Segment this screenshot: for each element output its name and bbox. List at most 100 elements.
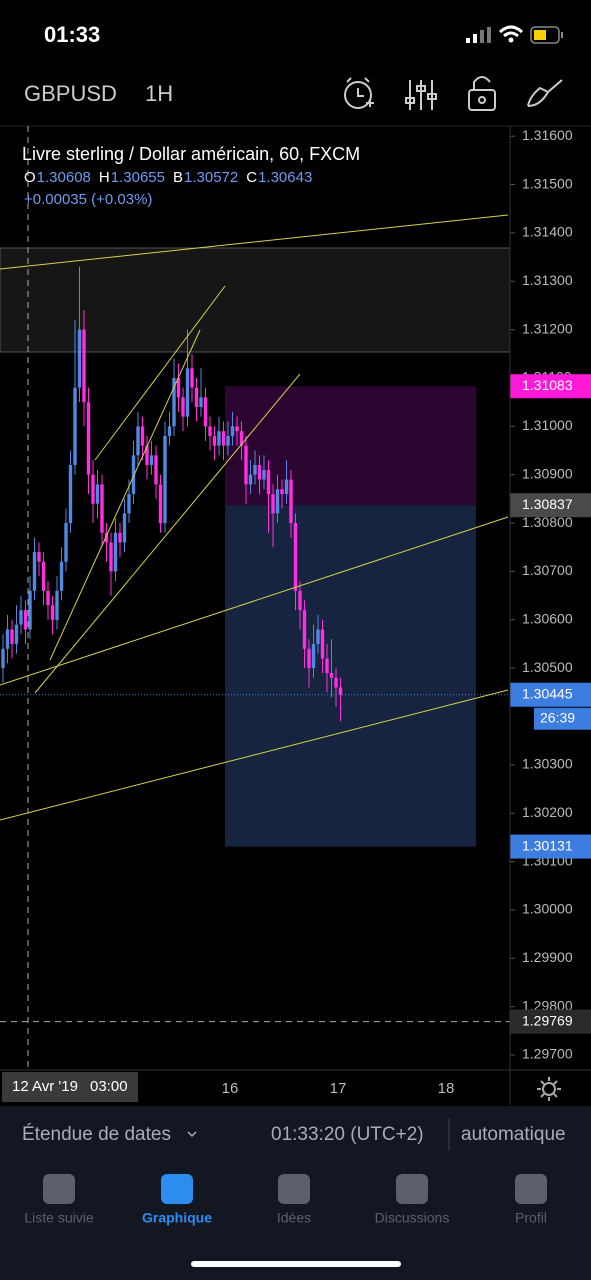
legend-key: H (99, 169, 110, 186)
candle-body (145, 445, 149, 466)
candle-body (199, 397, 203, 407)
candle-body (68, 465, 73, 524)
candle-body (1, 648, 5, 669)
tab-icon[interactable] (278, 1174, 310, 1204)
clock[interactable]: 01:33:20 (UTC+2) (271, 1124, 424, 1145)
price-label-box (510, 834, 591, 859)
candle-body (64, 523, 68, 562)
y-tick-label: 1.31400 (522, 224, 573, 240)
candle-body (325, 658, 329, 673)
y-tick-label: 1.30000 (522, 901, 573, 917)
status-time: 01:33 (44, 22, 100, 47)
candle-body (181, 397, 185, 417)
candle-body (82, 329, 86, 403)
candle-body (185, 368, 190, 417)
candle-body (194, 387, 199, 407)
candle-body (311, 643, 316, 669)
bottom-bar (0, 1106, 591, 1162)
tab-icon[interactable] (161, 1174, 193, 1204)
candle-body (55, 590, 59, 620)
candle-body (158, 484, 163, 524)
candle-body (266, 469, 271, 495)
candle-body (127, 494, 131, 514)
candle-body (140, 426, 145, 446)
tab-label[interactable]: Liste suivie (24, 1210, 93, 1226)
candle-body (320, 629, 325, 659)
candle-body (59, 561, 64, 591)
y-tick-label: 1.29700 (522, 1046, 573, 1062)
candle-body (316, 629, 320, 644)
zone (0, 247, 511, 353)
chevron (187, 1131, 197, 1138)
tab-icon[interactable] (43, 1174, 75, 1204)
candle-body (46, 590, 50, 606)
price-label: 1.30131 (522, 837, 573, 853)
legend-key: B (173, 169, 183, 186)
target-zone (225, 505, 476, 847)
candle-body (32, 552, 37, 591)
candle-body (298, 590, 302, 611)
candle-body (19, 610, 23, 625)
tab-label[interactable]: Discussions (375, 1210, 450, 1226)
crosshair-time-box (2, 1072, 138, 1102)
candle-body (190, 368, 194, 388)
y-tick-label: 1.30500 (522, 659, 573, 675)
legend-value: 1.30572 (184, 169, 238, 186)
y-tick-label: 1.29800 (522, 997, 573, 1013)
candle-body (113, 532, 118, 572)
status-icons (466, 25, 563, 44)
price-label-box (510, 493, 591, 518)
candle-body (14, 624, 19, 644)
tab-label[interactable]: Profil (515, 1210, 547, 1226)
scale-mode[interactable]: automatique (461, 1124, 566, 1145)
symbol[interactable]: GBPUSD (24, 81, 117, 106)
tab-label[interactable]: Idées (277, 1210, 311, 1226)
candle-body (37, 552, 41, 562)
trend-lines (0, 214, 509, 821)
crosshair-date: 12 Avr '19 (12, 1078, 78, 1095)
candle-body (239, 431, 244, 446)
candle-body (136, 426, 140, 456)
tabs: Liste suivie Graphique Idées Discussions Pro… (24, 1174, 547, 1226)
y-tick-label: 1.31600 (522, 127, 573, 143)
tab-label[interactable]: Graphique (142, 1210, 212, 1226)
candle-body (163, 436, 167, 524)
candle-body (91, 474, 95, 504)
countdown-box (534, 707, 591, 730)
candle-body (280, 489, 284, 495)
x-tick-label: 18 (438, 1080, 455, 1097)
toolbar-icons[interactable] (344, 76, 563, 111)
x-tick-label: 17 (330, 1080, 347, 1097)
y-tick-label: 1.30600 (522, 610, 573, 626)
price-label-box (510, 374, 591, 399)
tab-icon[interactable] (396, 1174, 428, 1204)
candle-body (176, 377, 181, 398)
candle-body (100, 484, 104, 533)
price-label-box (510, 682, 591, 707)
candle-body (104, 532, 109, 543)
tab-icon[interactable] (515, 1174, 547, 1204)
countdown: 26:39 (540, 709, 575, 725)
interval[interactable]: 1H (145, 81, 173, 106)
settings-icon[interactable] (537, 1077, 561, 1101)
chart-title: Livre sterling / Dollar américain, 60, F… (22, 144, 360, 164)
candle-body (41, 561, 46, 591)
candle-body (212, 436, 217, 446)
candle-body (28, 590, 32, 630)
candle-body (284, 479, 289, 495)
candle-body (248, 474, 253, 485)
candle-body (172, 377, 176, 427)
candle-body (307, 648, 311, 669)
candle-body (262, 469, 266, 480)
candle-body (275, 489, 280, 514)
candle-body (131, 455, 136, 495)
candle-body (226, 436, 230, 446)
candle-body (23, 610, 28, 630)
date-range[interactable]: Étendue de dates (22, 1124, 171, 1145)
candle-body (73, 387, 77, 466)
price-label: 1.30837 (522, 496, 573, 512)
candle-body (50, 605, 55, 620)
stop-zone (225, 386, 476, 506)
chart: 1.316001.315001.314001.313001.312001.311… (0, 127, 591, 1097)
price-label-box (510, 1009, 591, 1034)
